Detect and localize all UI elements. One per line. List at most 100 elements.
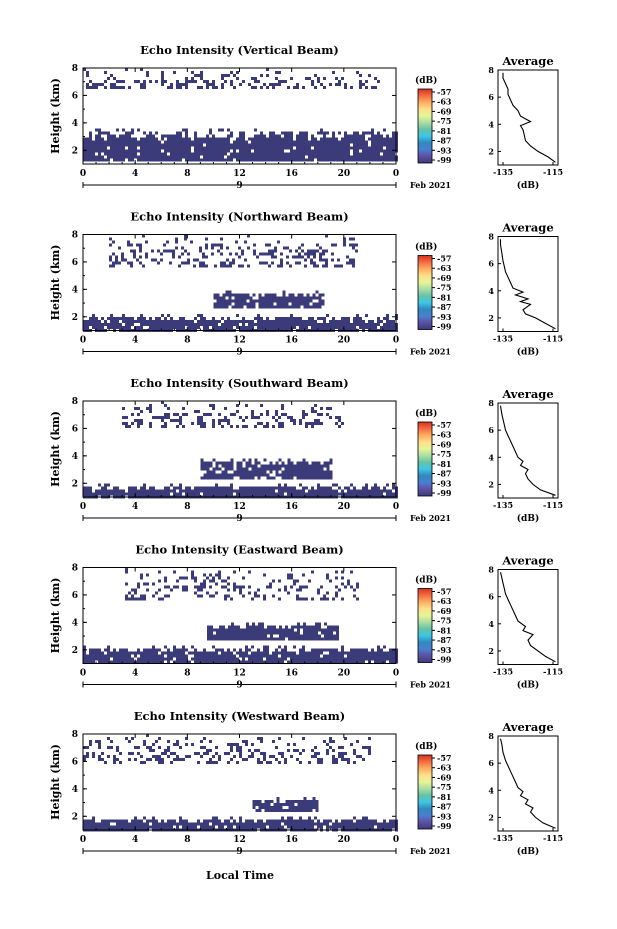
- heatmap-cell: [188, 149, 191, 153]
- heatmap-cell: [377, 146, 380, 150]
- heatmap-cell: [338, 143, 341, 147]
- heatmap-cell: [83, 137, 86, 141]
- heatmap-cell: [323, 470, 327, 474]
- heatmap-cell: [113, 86, 116, 89]
- heatmap-cell: [326, 137, 329, 141]
- heatmap-cell: [362, 158, 365, 162]
- heatmap-cell: [83, 155, 86, 159]
- heatmap-cell: [308, 492, 311, 496]
- heatmap-cell: [269, 582, 273, 586]
- heatmap-cell: [233, 570, 237, 574]
- heatmap-cell: [365, 131, 368, 135]
- heatmap-cell: [278, 149, 281, 153]
- heatmap-cell: [101, 131, 104, 135]
- heatmap-cell: [125, 323, 128, 326]
- y-tick-label: 2: [72, 646, 78, 656]
- heatmap-cell: [278, 416, 282, 419]
- x-tick-label: 16: [285, 502, 298, 512]
- heatmap-cell: [266, 152, 269, 156]
- heatmap-cell: [203, 326, 206, 329]
- heatmap-cell: [278, 634, 282, 638]
- heatmap-cell: [329, 146, 332, 150]
- heatmap-cell: [113, 317, 116, 320]
- heatmap-cell: [362, 660, 365, 664]
- heatmap-cell: [209, 573, 213, 577]
- heatmap-cell: [236, 314, 239, 317]
- heatmap-cell: [131, 594, 135, 598]
- heatmap-cell: [86, 825, 89, 829]
- heatmap-cell: [182, 425, 186, 428]
- heatmap-cell: [323, 648, 326, 652]
- heatmap-cell: [278, 597, 282, 601]
- heatmap-cell: [209, 740, 212, 743]
- heatmap-cell: [314, 622, 318, 626]
- heatmap-cell: [311, 158, 314, 162]
- heatmap-cell: [215, 86, 218, 89]
- heatmap-cell: [266, 489, 269, 493]
- heatmap-cell: [335, 825, 338, 829]
- heatmap-cell: [185, 140, 188, 144]
- heatmap-cell: [167, 594, 171, 598]
- heatmap-cell: [116, 746, 119, 749]
- colorbar-label: -57: [437, 87, 451, 97]
- heatmap-cell: [362, 825, 365, 829]
- heatmap-cell: [152, 654, 155, 658]
- heatmap-cell: [305, 634, 309, 638]
- heatmap-cell: [300, 800, 304, 804]
- heatmap-cell: [200, 86, 203, 89]
- heatmap-cell: [122, 86, 125, 89]
- heatmap-cell: [140, 68, 143, 71]
- heatmap-cell: [278, 761, 281, 764]
- heatmap-cell: [143, 654, 146, 658]
- heatmap-cell: [284, 323, 287, 326]
- heatmap-cell: [257, 467, 261, 471]
- heatmap-cell: [95, 143, 98, 147]
- heatmap-cell: [266, 473, 270, 477]
- heatmap-cell: [161, 597, 165, 601]
- heatmap-cell: [173, 645, 176, 649]
- heatmap-cell: [305, 146, 308, 150]
- heatmap-cell: [224, 470, 228, 474]
- heatmap-cell: [170, 320, 173, 323]
- heatmap-cell: [281, 149, 284, 153]
- heatmap-cell: [257, 654, 260, 658]
- heatmap-cell: [191, 825, 194, 829]
- heatmap-cell: [107, 326, 110, 329]
- heatmap-cell: [95, 146, 98, 150]
- heatmap-cell: [290, 576, 294, 580]
- heatmap-cell: [332, 634, 336, 638]
- heatmap-cell: [359, 492, 362, 496]
- heatmap-cell: [305, 492, 308, 496]
- heatmap-cell: [332, 740, 335, 743]
- heatmap-cell: [261, 803, 265, 807]
- heatmap-cell: [383, 149, 386, 153]
- heatmap-cell: [86, 137, 89, 141]
- heatmap-cell: [233, 819, 236, 823]
- heatmap-cell: [332, 825, 335, 829]
- heatmap-cell: [92, 816, 95, 820]
- heatmap-cell: [359, 654, 362, 658]
- heatmap-cell: [166, 240, 170, 244]
- heatmap-cell: [305, 77, 308, 80]
- heatmap-cell: [326, 323, 329, 326]
- heatmap-cell: [206, 651, 209, 655]
- heatmap-cell: [233, 320, 236, 323]
- heatmap-cell: [149, 134, 152, 138]
- heatmap-cell: [233, 585, 237, 589]
- heatmap-cell: [239, 326, 242, 329]
- heatmap-cell: [218, 461, 222, 465]
- heatmap-cell: [230, 71, 233, 74]
- heatmap-cell: [377, 149, 380, 153]
- heatmap-cell: [352, 258, 356, 262]
- heatmap-cell: [347, 326, 350, 329]
- heatmap-cell: [380, 155, 383, 159]
- heatmap-cell: [122, 128, 125, 132]
- heatmap-cell: [253, 252, 257, 256]
- heatmap-cell: [389, 137, 392, 141]
- heatmap-cell: [92, 657, 95, 661]
- y-tick-label: 2: [72, 479, 78, 489]
- heatmap-cell: [236, 470, 240, 474]
- heatmap-cell: [161, 822, 164, 826]
- heatmap-cell: [203, 473, 207, 477]
- heatmap-cell: [257, 631, 261, 635]
